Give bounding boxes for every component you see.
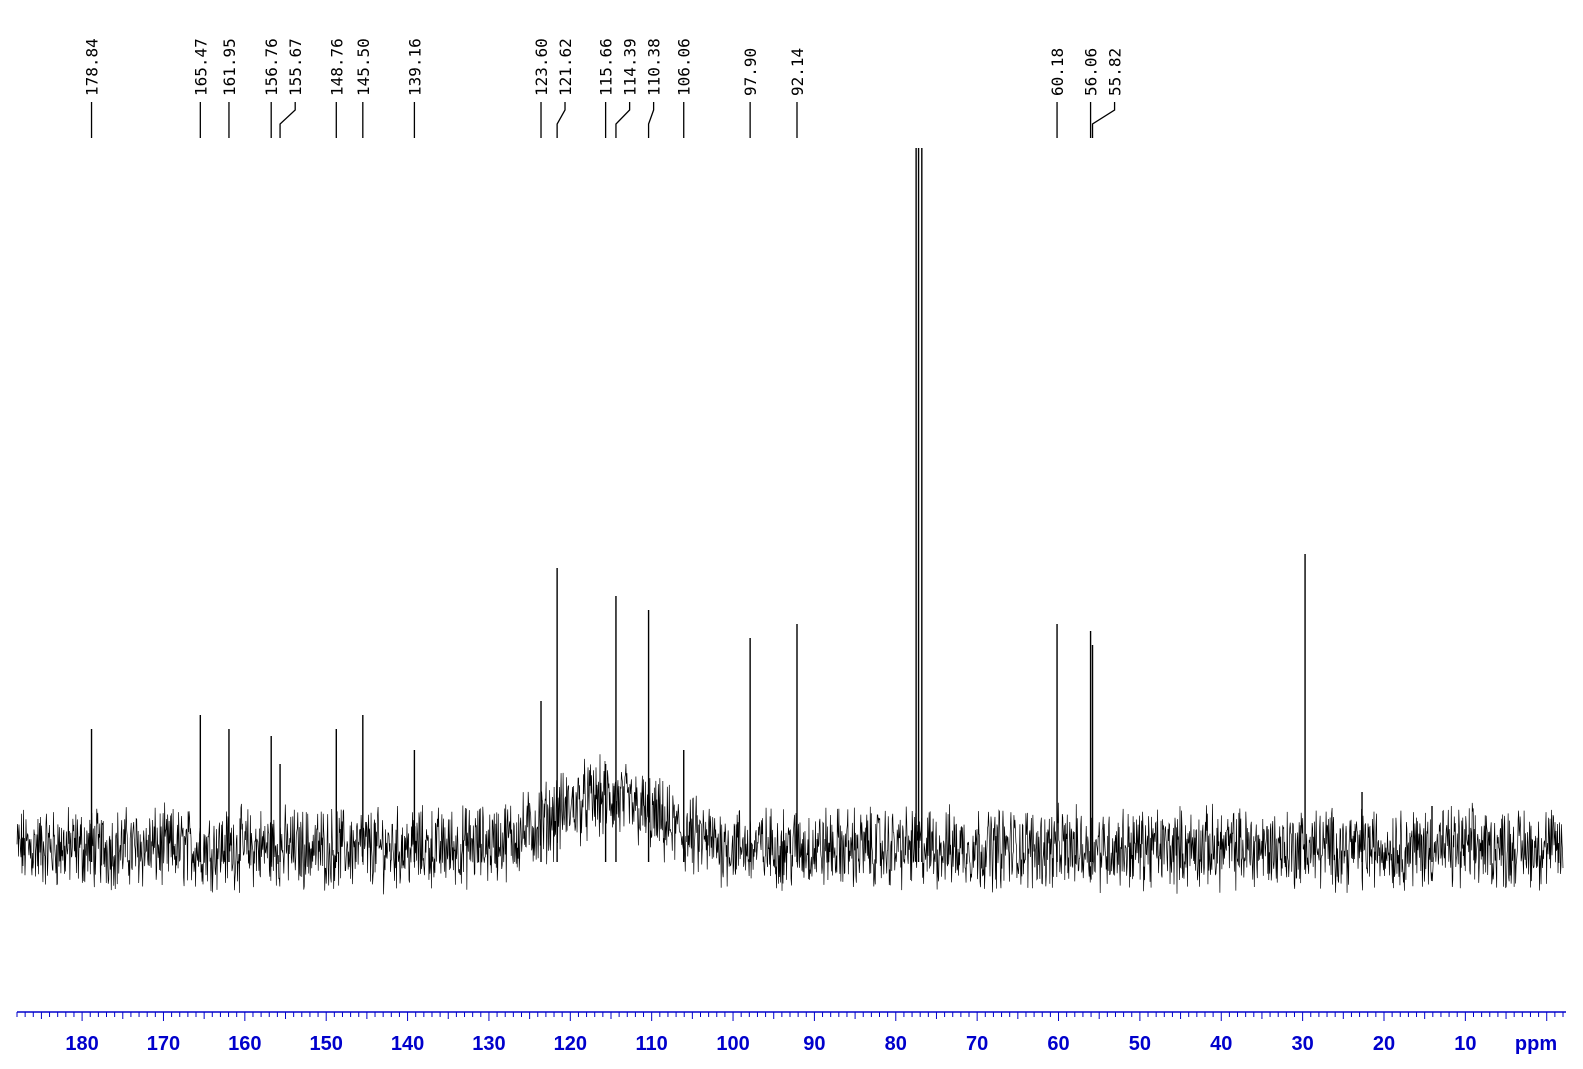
peak-label-text: 156.76: [262, 38, 281, 96]
peak-label-text: 92.14: [788, 48, 807, 96]
peak-label-text: 110.38: [645, 38, 664, 96]
peak-label-text: 97.90: [741, 48, 760, 96]
peak-label-text: 178.84: [83, 38, 102, 96]
x-tick-label: 90: [803, 1033, 825, 1055]
peak-label-text: 155.67: [286, 38, 305, 96]
peak-label-139-16: 139.16: [405, 38, 424, 138]
peak-label-text: 148.76: [327, 38, 346, 96]
peak-label-121-62: 121.62: [556, 38, 575, 138]
peak-label-text: 123.60: [532, 38, 551, 96]
peak-label-text: 161.95: [220, 38, 239, 96]
peak-label-114-39: 114.39: [615, 38, 640, 138]
peak-label-group: 178.84 165.47 161.95 156.76 155.67 148.76 145.…: [83, 38, 1125, 138]
x-tick-label: 130: [472, 1033, 505, 1055]
peak-label-155-67: 155.67: [279, 38, 305, 138]
x-tick-label: 10: [1454, 1033, 1476, 1055]
x-tick-label: 150: [310, 1033, 343, 1055]
peak-label-165-47: 165.47: [191, 38, 210, 138]
peak-label-text: 114.39: [621, 38, 640, 96]
peak-leader-line: [647, 102, 655, 138]
peak-label-55-82: 55.82: [1091, 48, 1125, 138]
peak-label-110-38: 110.38: [645, 38, 664, 138]
x-tick-label: 100: [716, 1033, 749, 1055]
x-tick-label: 180: [65, 1033, 98, 1055]
baseline-noise: [16, 754, 1564, 895]
x-tick-label: 160: [228, 1033, 261, 1055]
x-tick-label: 40: [1210, 1033, 1232, 1055]
peak-label-115-66: 115.66: [597, 38, 616, 138]
peak-label-106-06: 106.06: [675, 38, 694, 138]
peak-label-text: 121.62: [556, 38, 575, 96]
x-tick-label: 140: [391, 1033, 424, 1055]
x-axis-unit-label: ppm: [1515, 1033, 1557, 1055]
peak-label-161-95: 161.95: [220, 38, 239, 138]
peak-leader-line: [556, 102, 566, 138]
x-tick-label: 120: [554, 1033, 587, 1055]
x-tick-label: 110: [636, 1033, 668, 1055]
x-tick-label: 60: [1047, 1033, 1069, 1055]
peak-leader-line: [1091, 102, 1116, 138]
peak-label-text: 145.50: [354, 38, 373, 96]
peak-label-60-18: 60.18: [1048, 48, 1067, 138]
peak-label-text: 106.06: [675, 38, 694, 96]
peak-leader-line: [279, 102, 296, 138]
peak-label-56-06: 56.06: [1082, 48, 1101, 138]
x-tick-label: 20: [1373, 1033, 1395, 1055]
peak-label-text: 139.16: [405, 38, 424, 96]
x-axis: 180 170 160 150 140 130 120 110 100 90 80 70 60 50 40 3…: [16, 1011, 1566, 1055]
peak-label-text: 55.82: [1106, 48, 1125, 96]
peak-label-97-90: 97.90: [741, 48, 760, 138]
x-tick-label: 70: [966, 1033, 988, 1055]
peak-label-92-14: 92.14: [788, 48, 807, 138]
peak-label-145-50: 145.50: [354, 38, 373, 138]
peak-label-text: 165.47: [191, 38, 210, 96]
x-tick-label: 50: [1129, 1033, 1151, 1055]
peak-leader-line: [615, 102, 631, 138]
peak-label-178-84: 178.84: [83, 38, 102, 138]
peak-label-123-60: 123.60: [532, 38, 551, 138]
peak-label-text: 115.66: [597, 38, 616, 96]
peak-label-156-76: 156.76: [262, 38, 281, 138]
spectrum-trace: [16, 148, 1564, 895]
peak-label-text: 60.18: [1048, 48, 1067, 96]
x-tick-label: 30: [1291, 1033, 1313, 1055]
x-tick-label: 80: [885, 1033, 907, 1055]
peak-label-148-76: 148.76: [327, 38, 346, 138]
peak-label-text: 56.06: [1082, 48, 1101, 96]
x-tick-label: 170: [147, 1033, 180, 1055]
